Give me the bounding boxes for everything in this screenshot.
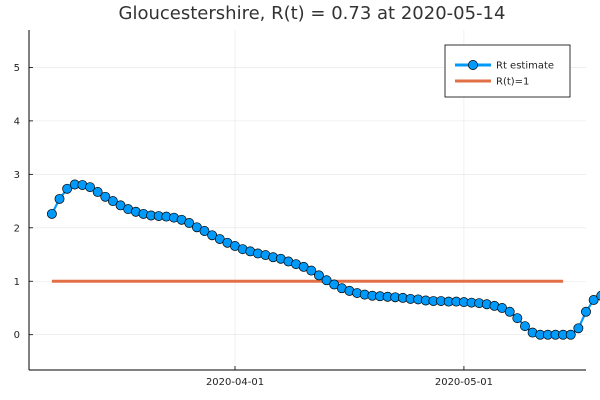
rt-point: [512, 313, 523, 324]
y-tick-label: 0: [14, 330, 20, 341]
y-tick-label: 5: [14, 63, 20, 74]
legend-label: Rt estimate: [496, 61, 554, 72]
x-axis-ticks: 2020-04-01 2020-05-01: [206, 366, 493, 388]
rt-point: [321, 275, 332, 286]
y-tick-label: 2: [14, 223, 20, 234]
rt-point: [520, 321, 530, 332]
rt-point: [100, 191, 111, 202]
legend-label: R(t)=1: [496, 77, 529, 88]
axes: [28, 30, 586, 371]
y-tick-label: 4: [14, 116, 20, 127]
rt-point: [46, 208, 57, 219]
y-axis-ticks: 0 1 2 3 4 5: [14, 63, 33, 341]
x-tick-label: 2020-04-01: [206, 377, 264, 388]
rt-point: [565, 329, 576, 340]
rt-point: [92, 187, 103, 197]
rt-point: [313, 270, 324, 281]
rt-point: [85, 182, 95, 193]
rt-point: [184, 218, 195, 228]
rt-point: [199, 226, 210, 236]
data-series: [46, 179, 600, 340]
rt-point: [573, 323, 584, 334]
rt-point: [62, 183, 73, 194]
y-tick-label: 3: [14, 170, 20, 181]
rt-estimate-line: [50, 183, 600, 336]
legend-box: [444, 44, 571, 98]
y-tick-label: 1: [14, 277, 20, 288]
rt-point: [596, 290, 600, 301]
rt-point: [504, 306, 515, 317]
rt-point: [306, 265, 317, 276]
rt-point: [107, 196, 118, 207]
rt-point: [581, 306, 591, 317]
rt-point: [54, 193, 65, 204]
rt-point: [588, 295, 599, 305]
x-tick-label: 2020-05-01: [435, 377, 493, 388]
legend: Rt estimate R(t)=1: [444, 44, 571, 98]
chart-title: Gloucestershire, R(t) = 0.73 at 2020-05-…: [119, 3, 506, 24]
legend-marker: [468, 60, 478, 70]
